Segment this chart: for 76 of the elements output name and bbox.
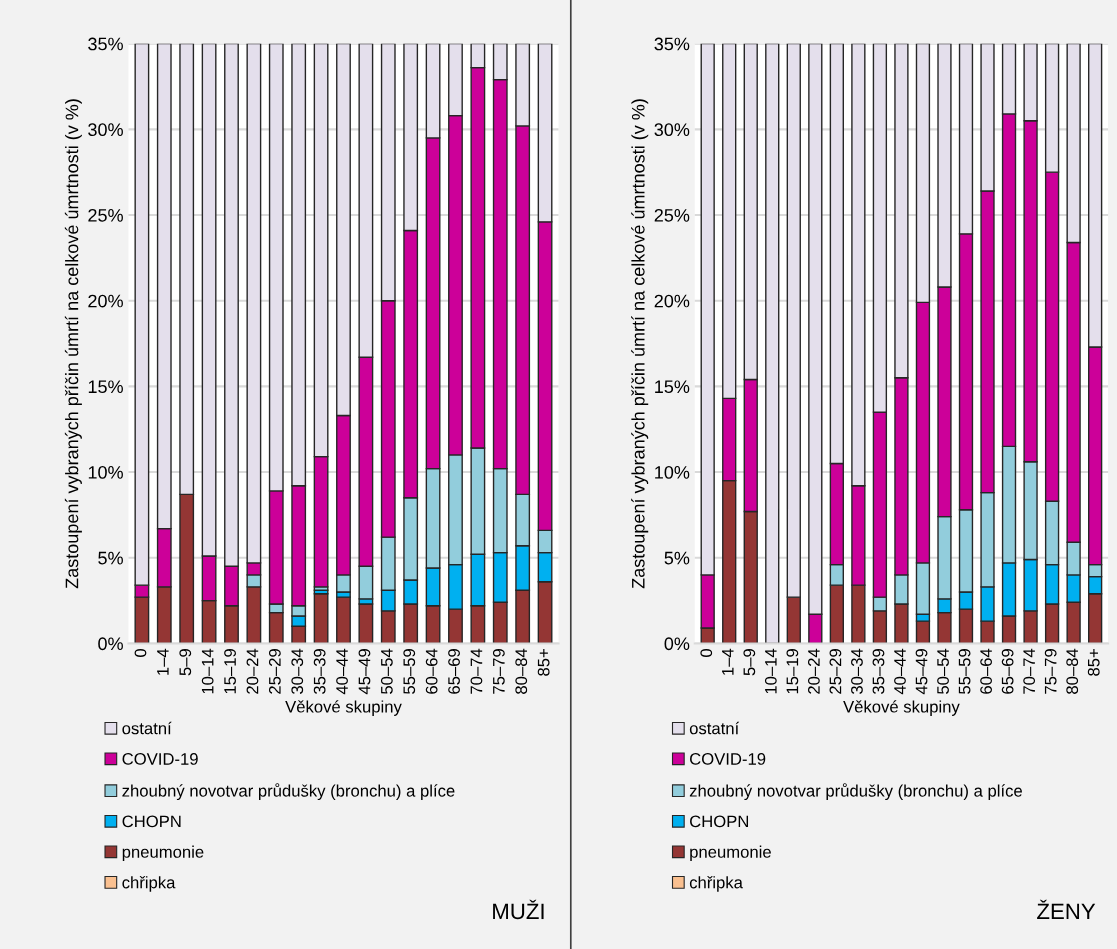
- x-tick-label: 35–39: [872, 649, 885, 694]
- x-tick-label: 15–19: [224, 649, 236, 694]
- x-tick-label: 30–34: [291, 648, 304, 694]
- x-tick-label: 30–34: [851, 648, 863, 694]
- text: ŽENY: [1037, 899, 1096, 920]
- x-tick-label: 75–79: [1044, 649, 1057, 694]
- x-tick-label: 55–59: [958, 649, 971, 694]
- y-axis-title: Zastoupení vybraných příčin úmrtí na celkové úmrtnosti (v %): [631, 99, 649, 589]
- x-tick-label: 55–59: [403, 649, 416, 694]
- legend-label: pneumonie: [122, 845, 204, 862]
- y-tick-label: 30%: [654, 123, 690, 137]
- legend-label: COVID-19: [690, 753, 766, 765]
- y-tick-label: 25%: [654, 208, 690, 222]
- x-tick-label: 35–39: [313, 649, 326, 694]
- legend-label: pneumonie: [690, 845, 771, 862]
- y-tick-label: 20%: [88, 294, 123, 308]
- x-tick-label: 40–44: [894, 648, 906, 695]
- legend-label: ostatní: [122, 721, 172, 735]
- x-tick-label: 0: [700, 648, 713, 657]
- y-tick-label: 35%: [88, 37, 123, 51]
- x-tick-label: 50–54: [380, 648, 393, 694]
- x-tick-label: 10–14: [764, 648, 777, 694]
- x-tick-label: 5–9: [743, 649, 756, 676]
- y-tick-label: 10%: [655, 465, 690, 479]
- legend-label: CHOPN: [122, 815, 181, 828]
- legend-label: chřipka: [689, 876, 743, 892]
- y-tick-label: 5%: [664, 551, 690, 565]
- x-tick-label: 1–4: [722, 648, 734, 675]
- bar: [358, 603, 374, 644]
- y-tick-label: 20%: [654, 294, 690, 308]
- legend-label: chřipka: [122, 876, 176, 892]
- x-tick-label: 65–69: [448, 649, 460, 694]
- y-tick-label: 0%: [98, 637, 123, 651]
- y-tick-label: 10%: [88, 465, 123, 479]
- y-axis-title: Zastoupení vybraných příčin úmrtí na celkové úmrtnosti (v %): [64, 99, 82, 589]
- x-tick-label: 85+: [537, 649, 550, 676]
- y-tick-label: 15%: [655, 380, 690, 394]
- x-tick-label: 65–69: [1001, 649, 1014, 694]
- x-tick-label: 80–84: [515, 648, 528, 694]
- legend-label: zhoubný novotvar průdušky (bronchu) a plíce: [689, 783, 1022, 801]
- legend-label: zhoubný novotvar průdušky (bronchu) a plíce: [122, 783, 455, 801]
- bar: [765, 43, 780, 644]
- x-tick-label: 5–9: [179, 649, 192, 676]
- x-tick-label: 25–29: [268, 649, 281, 694]
- x-tick-label: 70–74: [1023, 648, 1036, 694]
- x-tick-label: 1–4: [157, 648, 169, 675]
- x-tick-label: 25–29: [829, 649, 842, 694]
- x-tick-label: 75–79: [492, 649, 505, 694]
- bar: [336, 596, 351, 644]
- x-tick-label: 40–44: [336, 648, 348, 695]
- x-tick-label: 85+: [1087, 649, 1100, 676]
- x-tick-label: 60–64: [425, 648, 438, 694]
- x-tick-label: 45–49: [915, 649, 928, 695]
- legend-label: CHOPN: [690, 815, 749, 828]
- y-tick-label: 5%: [98, 551, 123, 565]
- x-tick-label: 80–84: [1066, 648, 1079, 694]
- legend-label: ostatní: [689, 721, 740, 735]
- x-tick-label: 60–64: [980, 648, 992, 694]
- y-tick-label: 35%: [654, 37, 690, 51]
- x-tick-label: 45–49: [358, 649, 371, 695]
- legend-label: COVID-19: [122, 753, 198, 765]
- x-tick-label: 70–74: [470, 648, 483, 694]
- x-axis-title: Věkové skupiny: [285, 700, 402, 716]
- x-tick-label: 20–24: [807, 648, 820, 694]
- x-tick-label: 15–19: [786, 649, 799, 694]
- y-tick-label: 0%: [664, 637, 690, 651]
- x-tick-label: 0: [134, 648, 147, 657]
- x-tick-label: 20–24: [246, 648, 259, 694]
- y-tick-label: 30%: [88, 123, 123, 137]
- text: MUŽI: [493, 899, 544, 920]
- x-tick-label: 50–54: [937, 648, 949, 694]
- x-axis-title: Věkové skupiny: [843, 700, 960, 716]
- y-tick-label: 25%: [88, 208, 123, 222]
- y-tick-label: 15%: [88, 380, 123, 394]
- bar: [313, 593, 329, 644]
- x-tick-label: 10–14: [201, 648, 214, 694]
